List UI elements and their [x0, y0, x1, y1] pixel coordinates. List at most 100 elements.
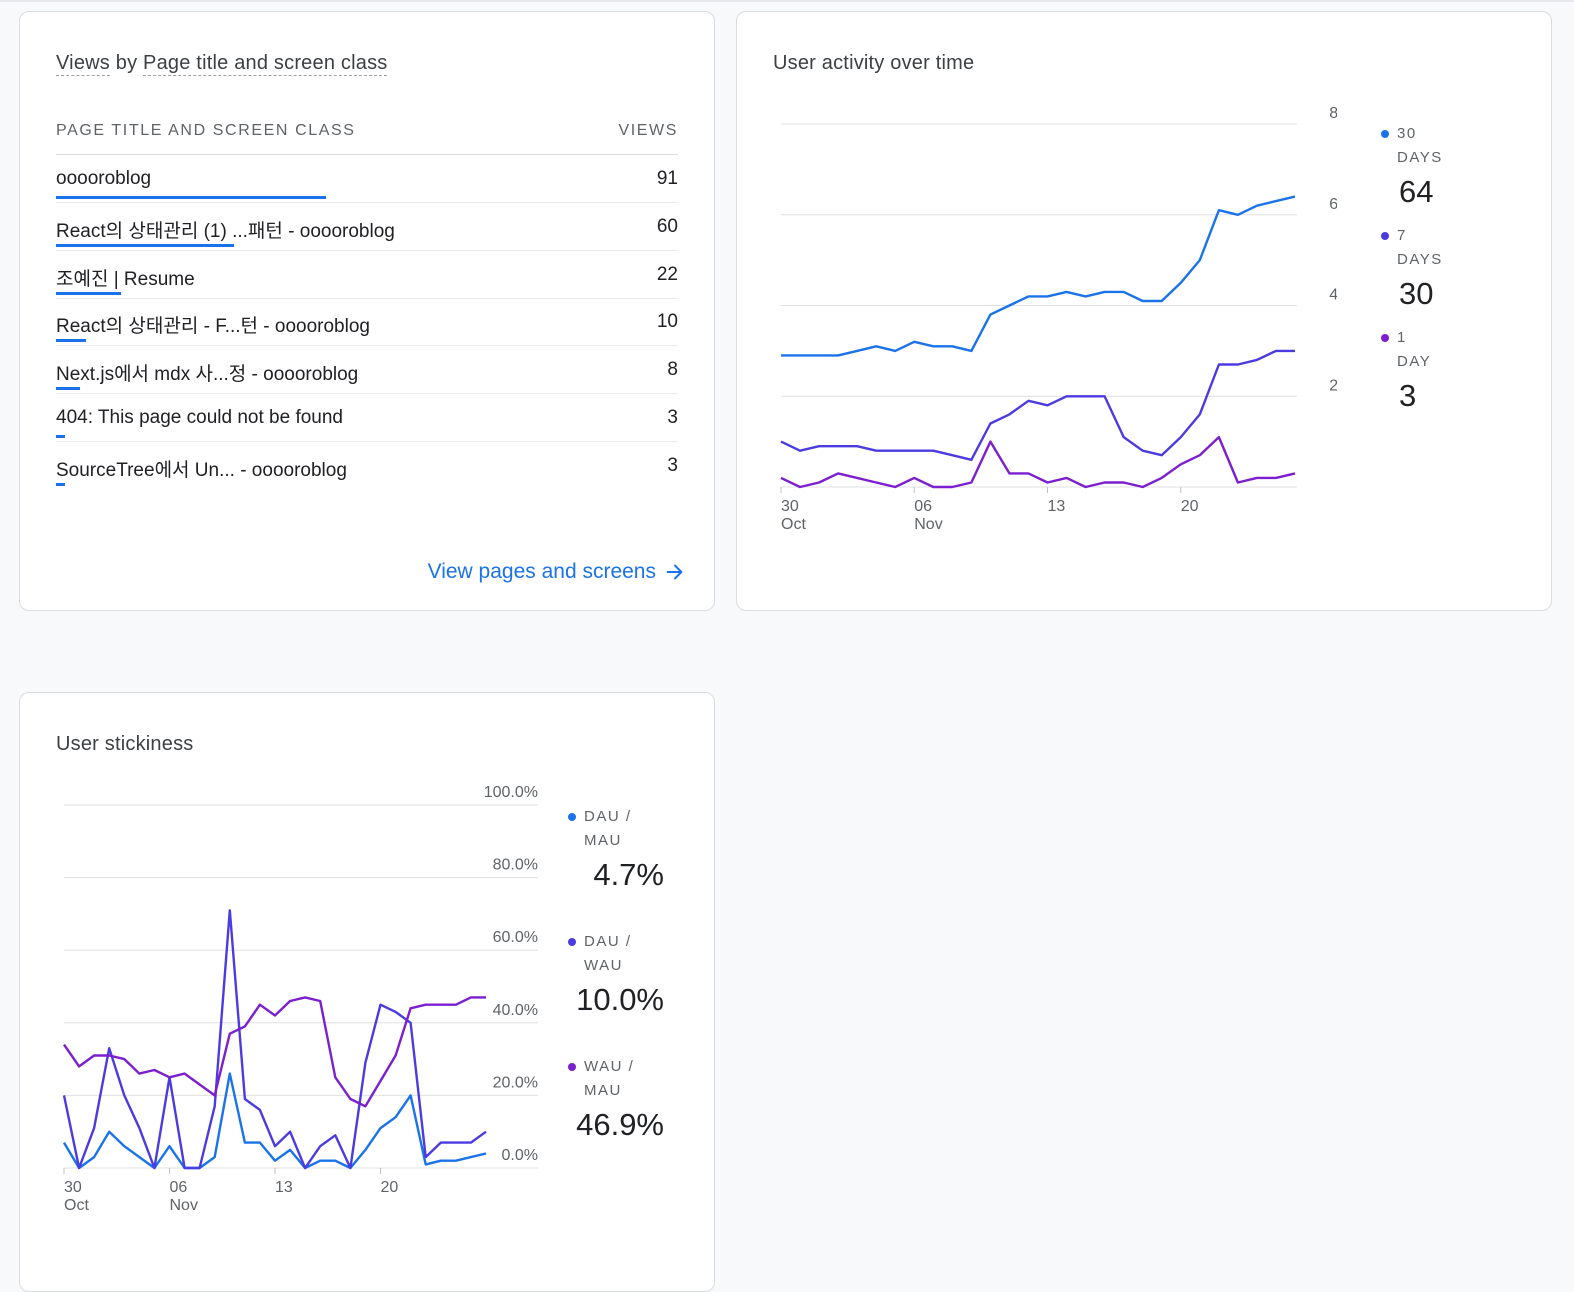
legend-value: 30 [1399, 276, 1434, 311]
legend-label: 1 DAY [1397, 329, 1432, 370]
x-tick-label: 13 [275, 1179, 293, 1196]
x-tick-month-label: Nov [914, 516, 942, 533]
legend-label: DAU / WAU [584, 930, 632, 978]
legend-label-line1: DAU / [584, 933, 632, 950]
series-line-dau-mau [62, 1072, 487, 1170]
y-tick-label: 80 [1329, 105, 1337, 122]
legend-value: 46.9% [576, 1107, 664, 1142]
y-tick-label: 60 [1329, 196, 1337, 213]
column-header-views: VIEWS [618, 122, 678, 139]
x-tick-label: 30 [781, 498, 799, 515]
row-views-bar [56, 435, 65, 438]
row-views-value: 8 [667, 359, 678, 381]
legend-dot [1381, 334, 1389, 342]
x-tick-label: 06 [914, 498, 932, 515]
row-views-bar [56, 387, 80, 391]
row-page-title[interactable]: SourceTree에서 Un... - ooooroblog [56, 459, 347, 481]
legend-dot [1381, 130, 1389, 138]
series-line-dau-wau [62, 909, 487, 1170]
table-row[interactable]: Next.js에서 mdx 사...정 - ooooroblog 8 [56, 346, 678, 395]
row-views-value: 3 [667, 454, 678, 476]
table-row[interactable]: 조예진 | Resume 22 [56, 251, 678, 299]
legend-item[interactable]: DAU / WAU 10.0% [568, 930, 678, 1018]
y-tick-label: 100.0% [484, 784, 538, 801]
y-tick-label: 0.0% [502, 1147, 538, 1164]
legend-value: 64 [1399, 174, 1434, 209]
card-title[interactable]: Views by Page title and screen class [56, 52, 388, 76]
top-divider [0, 0, 1574, 2]
metric-selector[interactable]: Views [56, 52, 110, 76]
series-line-30-days [781, 195, 1296, 357]
dimension-selector[interactable]: Page title and screen class [143, 52, 388, 76]
table-row[interactable]: SourceTree에서 Un... - ooooroblog 3 [56, 442, 678, 489]
column-header-dimension: PAGE TITLE AND SCREEN CLASS [56, 122, 356, 139]
legend-label: 30 DAYS [1397, 125, 1443, 166]
legend-dot [1381, 232, 1389, 240]
legend-dot [568, 1063, 576, 1071]
row-views-value: 10 [656, 311, 678, 333]
legend-label: DAU / MAU [584, 805, 632, 853]
x-tick-month-label: Oct [64, 1197, 89, 1214]
table-row[interactable]: React의 상태관리 - F...턴 - ooooroblog 10 [56, 298, 678, 347]
table-header: PAGE TITLE AND SCREEN CLASS VIEWS [56, 122, 678, 155]
legend-item[interactable]: DAU / MAU 4.7% [568, 805, 678, 893]
y-tick-label: 20.0% [493, 1074, 538, 1091]
legend-item[interactable]: 7 DAYS 30 [1381, 224, 1443, 312]
x-tick-label: 13 [1048, 498, 1066, 515]
row-page-title[interactable]: Next.js에서 mdx 사...정 - ooooroblog [56, 364, 359, 386]
x-tick-label: 20 [381, 1179, 399, 1196]
legend-value: 10.0% [576, 982, 664, 1017]
row-views-bar [56, 196, 326, 199]
table-row[interactable]: React의 상태관리 (1) ...패턴 - ooooroblog 60 [56, 203, 678, 251]
row-views-value: 60 [656, 215, 678, 237]
row-page-title[interactable]: 404: This page could not be found [56, 407, 343, 428]
legend-label-line1: DAU / [584, 808, 632, 825]
user-activity-card: User activity over time 02040608030Oct06… [736, 11, 1552, 611]
table-row[interactable]: ooooroblog 91 [56, 155, 678, 203]
series-line-wau-mau [63, 996, 486, 1108]
y-tick-label: 60.0% [493, 929, 538, 946]
arrow-right-icon[interactable] [664, 561, 686, 583]
legend-label-line2: WAU [584, 957, 623, 974]
legend-value: 3 [1399, 378, 1417, 413]
legend-label-line2: MAU [584, 832, 622, 849]
row-page-title[interactable]: ooooroblog [56, 168, 152, 189]
y-tick-label: 80.0% [493, 857, 538, 874]
legend-item[interactable]: 30 DAYS 64 [1381, 122, 1443, 210]
table-row[interactable]: 404: This page could not be found 3 [56, 394, 678, 442]
y-tick-label: 40.0% [493, 1002, 538, 1019]
legend-label: 7 DAYS [1397, 227, 1443, 268]
legend-label-line2: MAU [584, 1082, 622, 1099]
series-line-7-days [780, 349, 1295, 461]
y-tick-label: 40 [1329, 287, 1337, 304]
row-views-value: 3 [667, 407, 678, 428]
legend-item[interactable]: WAU / MAU 46.9% [568, 1055, 678, 1143]
row-views-bar [56, 291, 121, 295]
legend-label-line1: WAU / [584, 1058, 635, 1075]
x-tick-label: 30 [64, 1179, 82, 1196]
legend-item[interactable]: 1 DAY 3 [1381, 326, 1431, 414]
legend-dot [568, 938, 576, 946]
row-page-title[interactable]: React의 상태관리 - F...턴 - ooooroblog [56, 316, 370, 338]
x-tick-label: 20 [1181, 498, 1199, 515]
y-tick-label: 20 [1329, 377, 1337, 394]
legend-label: WAU / MAU [584, 1055, 634, 1103]
activity-line-chart[interactable]: 02040608030Oct06Nov1320 [737, 102, 1337, 542]
view-pages-link[interactable]: View pages and screens [428, 560, 686, 584]
card-title: User stickiness [56, 733, 194, 755]
card-title: User activity over time [773, 52, 975, 74]
x-tick-label: 06 [170, 1179, 188, 1196]
legend-value: 4.7% [593, 857, 664, 892]
series-line-1-day [780, 435, 1296, 489]
row-page-title[interactable]: 조예진 | Resume [56, 268, 195, 290]
x-tick-month-label: Nov [170, 1197, 198, 1214]
row-views-value: 91 [656, 168, 678, 189]
user-stickiness-card: User stickiness 0.0% 20.0% 40.0% 60.0% 80.0%… [19, 692, 715, 1292]
row-page-title[interactable]: React의 상태관리 (1) ...패턴 - ooooroblog [56, 220, 395, 242]
title-connector: by [110, 52, 144, 74]
legend-dot [568, 813, 576, 821]
row-views-bar [56, 339, 86, 343]
view-pages-link-label[interactable]: View pages and screens [427, 560, 656, 583]
x-tick-month-label: Oct [781, 516, 806, 533]
